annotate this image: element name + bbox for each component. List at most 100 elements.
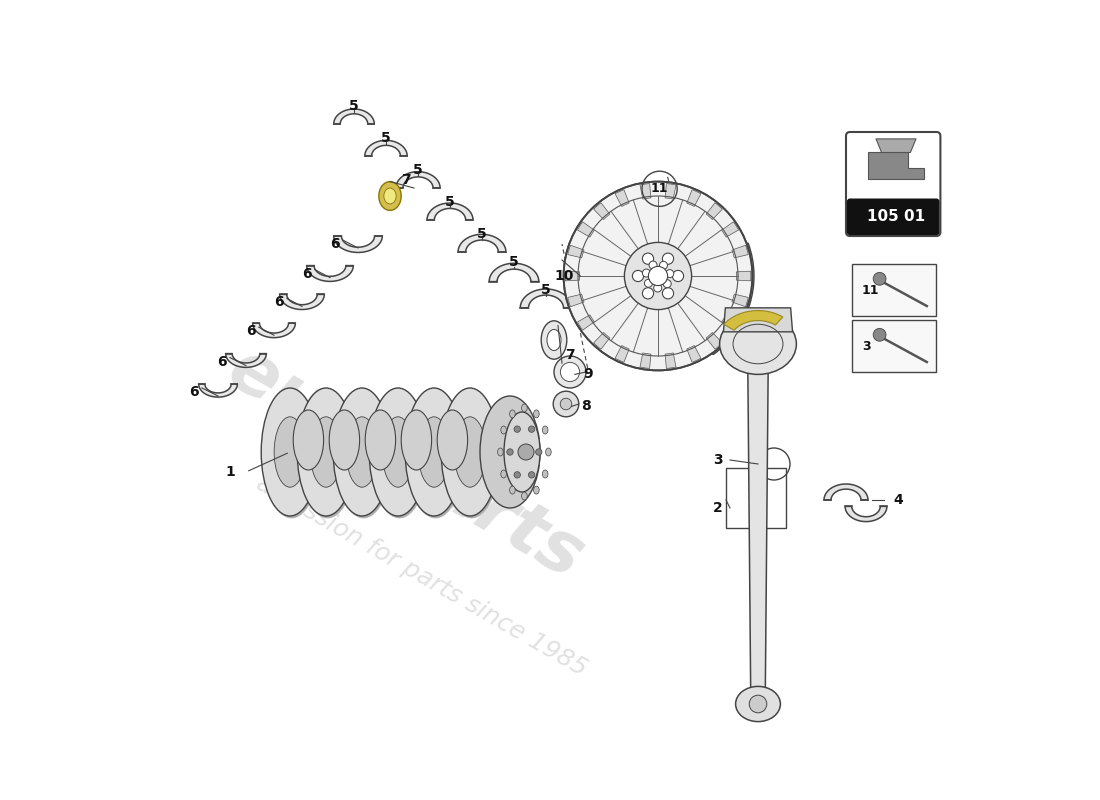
Circle shape <box>536 449 542 455</box>
Ellipse shape <box>736 686 780 722</box>
Wedge shape <box>578 315 594 330</box>
Text: 10: 10 <box>554 269 574 283</box>
Ellipse shape <box>382 417 414 487</box>
Circle shape <box>514 426 520 432</box>
Wedge shape <box>686 346 701 362</box>
Text: 8: 8 <box>581 399 591 414</box>
Text: 9: 9 <box>584 367 593 382</box>
Ellipse shape <box>294 410 323 470</box>
Circle shape <box>528 426 535 432</box>
Text: 11: 11 <box>651 182 669 195</box>
Ellipse shape <box>407 390 464 518</box>
Ellipse shape <box>509 410 515 418</box>
Wedge shape <box>706 333 723 350</box>
Polygon shape <box>458 234 506 252</box>
FancyBboxPatch shape <box>846 132 940 236</box>
Ellipse shape <box>405 388 463 516</box>
Text: 1: 1 <box>226 465 235 479</box>
Circle shape <box>662 288 673 299</box>
Ellipse shape <box>370 388 427 516</box>
Text: 4: 4 <box>893 493 903 507</box>
Ellipse shape <box>371 390 428 518</box>
Circle shape <box>660 262 668 270</box>
Ellipse shape <box>546 448 551 456</box>
FancyBboxPatch shape <box>852 320 936 372</box>
Ellipse shape <box>547 330 561 350</box>
Polygon shape <box>307 266 353 282</box>
Wedge shape <box>732 294 748 306</box>
Ellipse shape <box>454 417 486 487</box>
Ellipse shape <box>333 388 390 516</box>
Circle shape <box>625 242 692 310</box>
Wedge shape <box>722 222 738 237</box>
Text: 5: 5 <box>349 98 359 113</box>
Circle shape <box>560 362 580 382</box>
Text: 11: 11 <box>862 283 880 297</box>
Text: 3: 3 <box>862 339 870 353</box>
Wedge shape <box>732 246 748 258</box>
Circle shape <box>642 253 653 264</box>
Ellipse shape <box>719 314 796 374</box>
Wedge shape <box>594 333 609 350</box>
Wedge shape <box>615 190 629 206</box>
Wedge shape <box>722 315 738 330</box>
Ellipse shape <box>262 412 303 492</box>
Circle shape <box>560 398 572 410</box>
Text: 5: 5 <box>381 130 390 145</box>
Ellipse shape <box>384 188 396 204</box>
Polygon shape <box>365 140 407 156</box>
Text: 5: 5 <box>446 194 455 209</box>
Polygon shape <box>490 263 539 282</box>
Polygon shape <box>876 139 916 153</box>
Circle shape <box>554 356 586 388</box>
Text: 5: 5 <box>509 255 519 270</box>
Ellipse shape <box>334 390 393 518</box>
Wedge shape <box>666 183 676 199</box>
FancyBboxPatch shape <box>852 264 936 316</box>
Ellipse shape <box>365 410 396 470</box>
Ellipse shape <box>534 486 539 494</box>
Ellipse shape <box>500 470 506 478</box>
Wedge shape <box>568 246 584 258</box>
Ellipse shape <box>480 396 540 508</box>
Circle shape <box>528 472 535 478</box>
Text: a passion for parts since 1985: a passion for parts since 1985 <box>252 471 592 681</box>
Wedge shape <box>568 294 584 306</box>
Text: 3: 3 <box>713 453 723 467</box>
Wedge shape <box>594 202 609 219</box>
Ellipse shape <box>521 492 527 500</box>
Text: 6: 6 <box>274 295 284 310</box>
Text: europarts: europarts <box>216 334 596 594</box>
Ellipse shape <box>261 388 319 516</box>
Polygon shape <box>724 308 793 332</box>
Circle shape <box>282 429 288 435</box>
Text: 6: 6 <box>189 385 199 399</box>
Circle shape <box>642 269 650 277</box>
Text: 6: 6 <box>246 324 255 338</box>
Circle shape <box>749 695 767 713</box>
Wedge shape <box>578 222 594 237</box>
Polygon shape <box>253 323 295 338</box>
Circle shape <box>649 261 657 269</box>
Wedge shape <box>565 271 580 281</box>
Circle shape <box>653 284 662 292</box>
Ellipse shape <box>542 470 548 478</box>
Polygon shape <box>724 310 783 330</box>
Ellipse shape <box>329 410 360 470</box>
Ellipse shape <box>310 417 342 487</box>
Ellipse shape <box>542 426 548 434</box>
Wedge shape <box>736 271 751 281</box>
Text: 6: 6 <box>217 354 227 369</box>
Circle shape <box>645 279 652 287</box>
Circle shape <box>662 253 673 264</box>
Circle shape <box>289 449 296 455</box>
Wedge shape <box>615 346 629 362</box>
Wedge shape <box>640 183 651 199</box>
Polygon shape <box>824 484 868 500</box>
Circle shape <box>873 328 886 341</box>
Polygon shape <box>333 236 383 253</box>
Text: 5: 5 <box>541 282 551 297</box>
Text: 5: 5 <box>477 226 487 241</box>
Ellipse shape <box>418 417 450 487</box>
Ellipse shape <box>402 410 431 470</box>
